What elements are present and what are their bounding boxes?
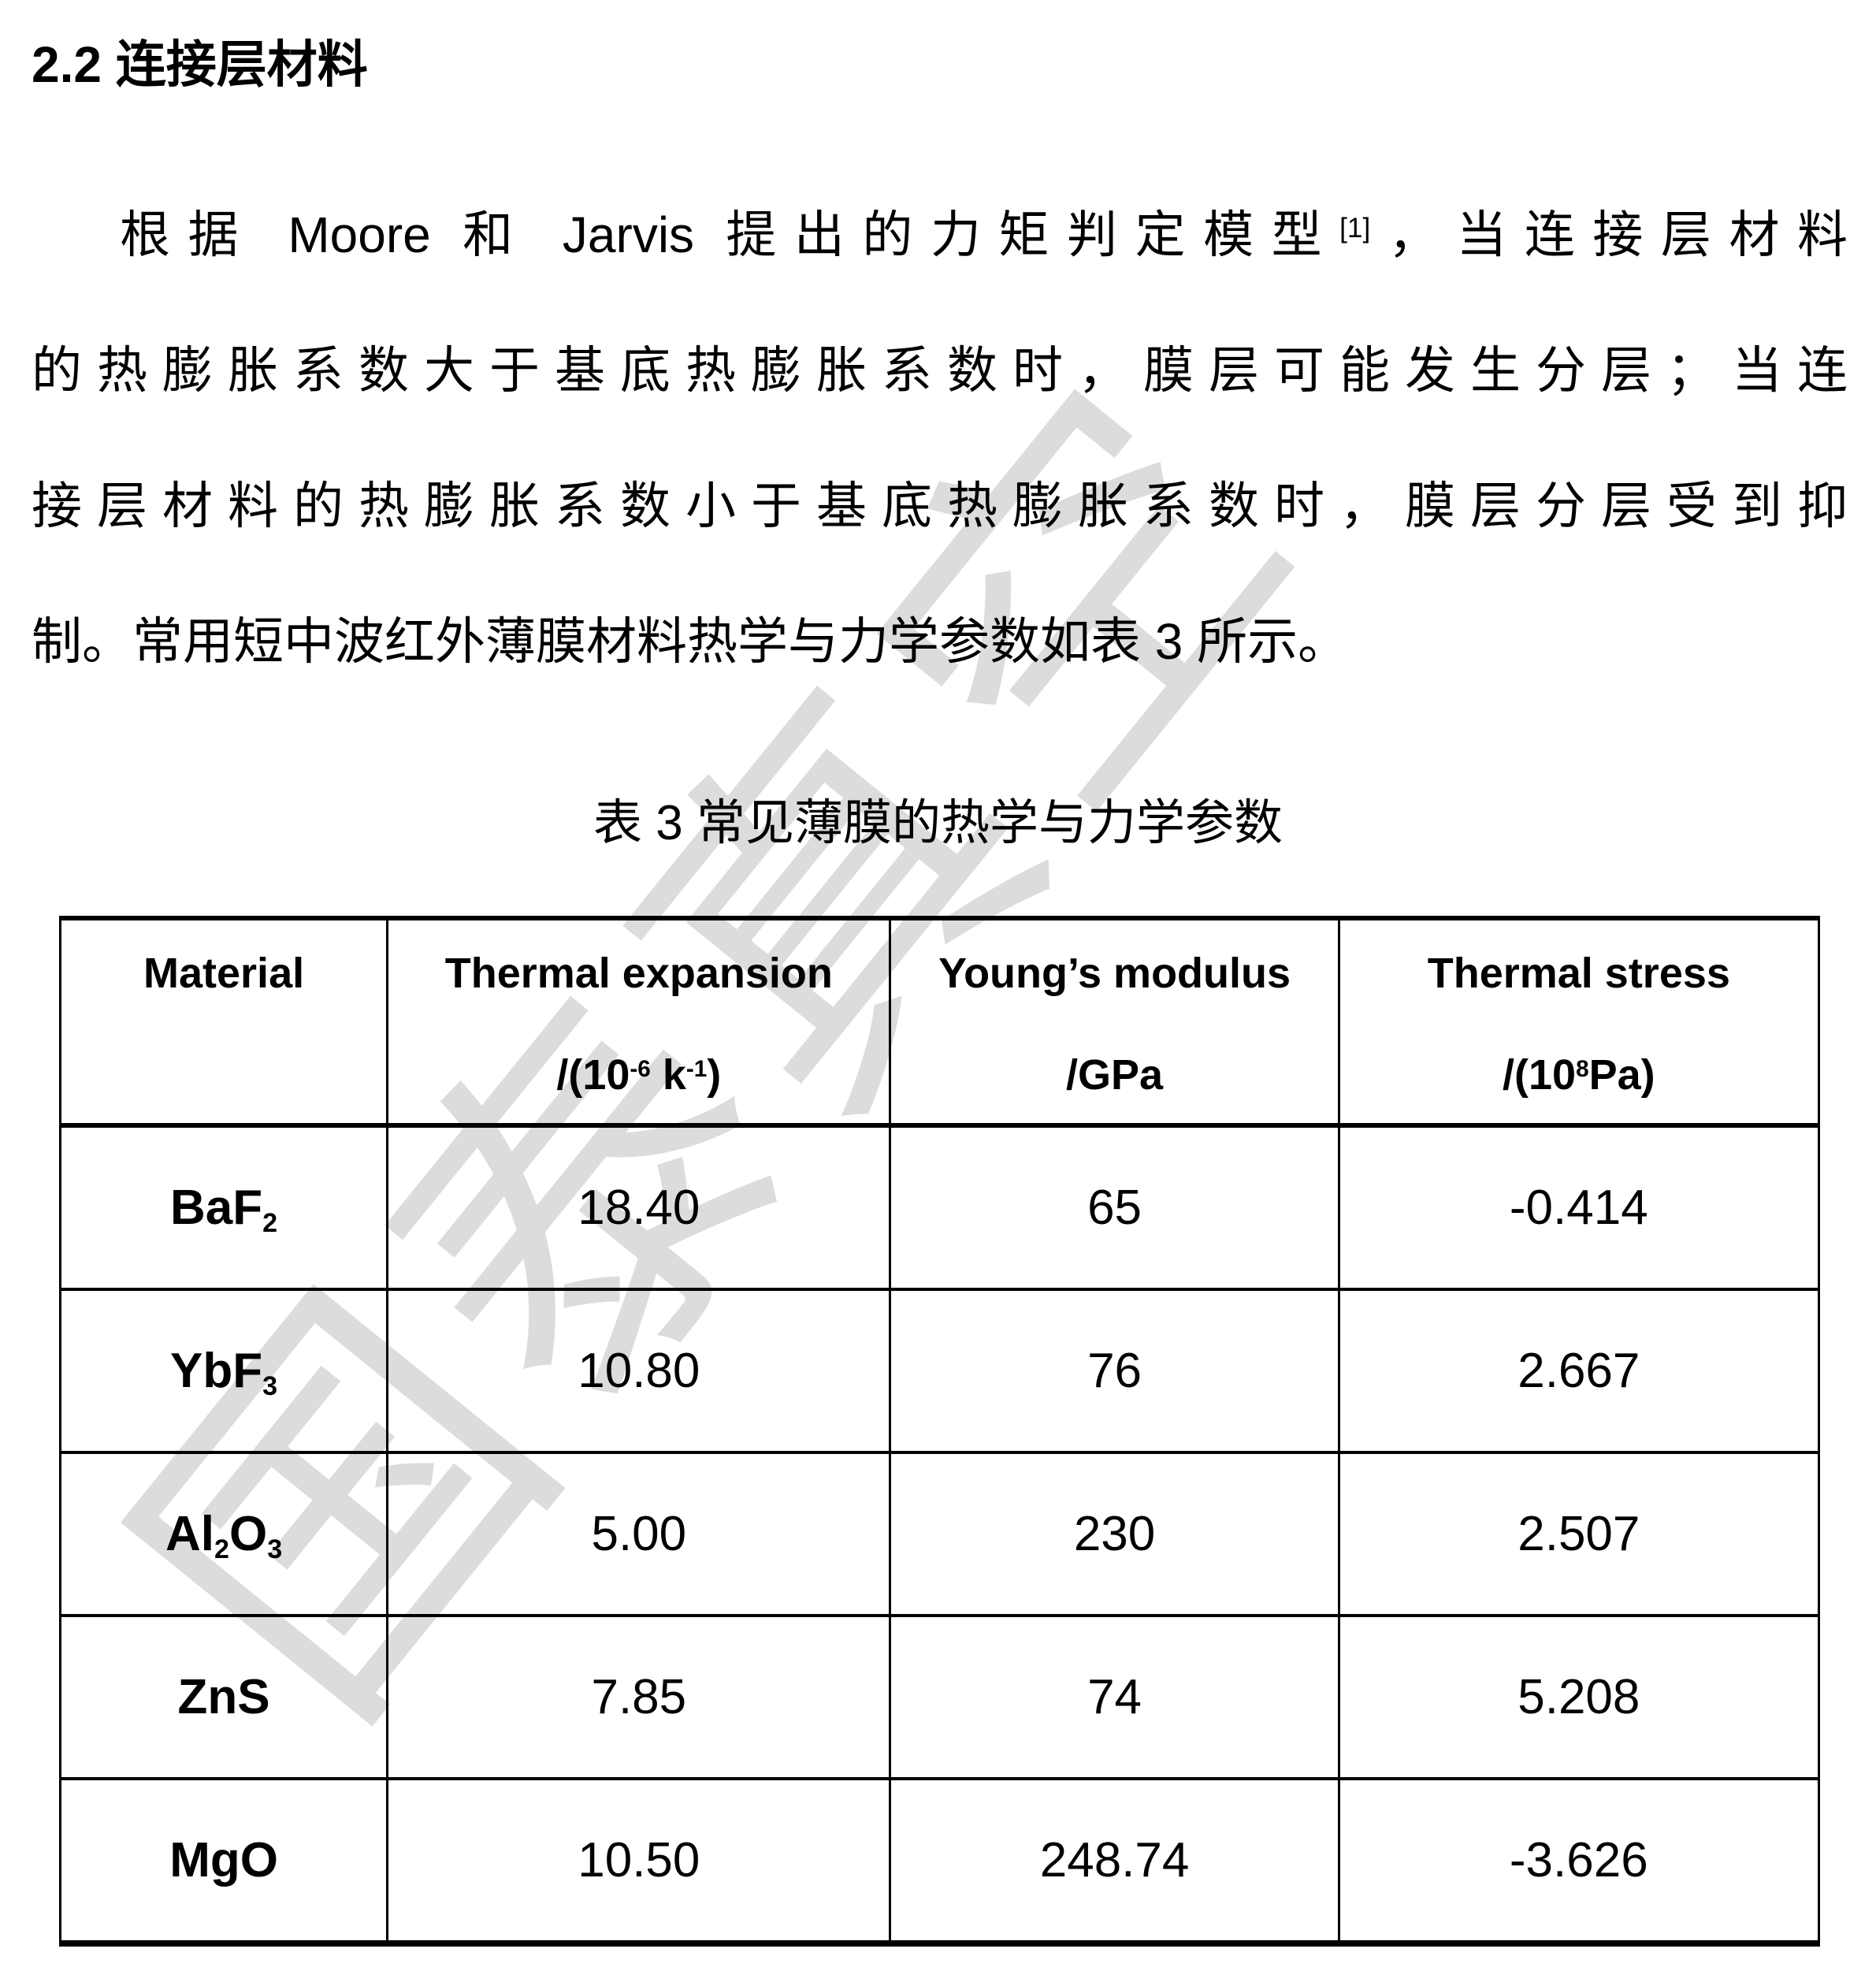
thermal-stress-value: -0.414 — [1337, 1124, 1821, 1291]
materials-parameters-table: Material Thermal expansion /(10-6 k-1) Y… — [58, 916, 1821, 1947]
material-name-mgo: MgO — [58, 1777, 389, 1947]
header-thermal-expansion: Thermal expansion /(10-6 k-1) — [386, 916, 892, 1128]
header-thermal-stress: Thermal stress /(108Pa) — [1337, 916, 1821, 1128]
header-youngs-modulus: Young’s modulus /GPa — [889, 916, 1340, 1128]
header-youngs-modulus-label: Young’s modulus — [938, 950, 1291, 997]
header-thermal-expansion-label: Thermal expansion — [444, 950, 833, 997]
header-material-unit — [61, 1051, 386, 1099]
material-name-ybf3: YbF3 — [58, 1288, 389, 1454]
paragraph-line-1: 根据 Moore 和 Jarvis 提出的力矩判定模型[1]，当连接层材料 — [32, 167, 1848, 303]
header-thermal-stress-unit: /(108Pa) — [1503, 1051, 1655, 1099]
youngs-modulus-value: 76 — [889, 1288, 1340, 1454]
youngs-modulus-value: 65 — [889, 1124, 1340, 1291]
youngs-modulus-value: 230 — [889, 1451, 1340, 1617]
paragraph-line-4: 制。常用短中波红外薄膜材料热学与力学参数如表 3 所示。 — [32, 613, 1349, 670]
thermal-stress-value: -3.626 — [1337, 1777, 1821, 1947]
thermal-stress-value: 5.208 — [1337, 1614, 1821, 1780]
thermal-expansion-value: 18.40 — [386, 1124, 892, 1291]
paragraph-line-1-text: 根据 Moore 和 Jarvis 提出的力矩判定模型 — [120, 206, 1340, 263]
youngs-modulus-value: 74 — [889, 1614, 1340, 1780]
paragraph-line-3: 接层材料的热膨胀系数小于基底热膨胀系数时，膜层分层受到抑 — [32, 478, 1848, 534]
table-row: MgO 10.50 248.74 -3.626 — [58, 1777, 1821, 1947]
thermal-expansion-value: 10.50 — [386, 1777, 892, 1947]
citation-marker: [1] — [1339, 212, 1371, 244]
header-thermal-expansion-unit: /(10-6 k-1) — [556, 1051, 722, 1099]
paragraph-line-1-tail: ，当连接层材料 — [1370, 206, 1848, 263]
material-name-baf2: BaF2 — [58, 1124, 389, 1291]
header-youngs-modulus-unit: /GPa — [1066, 1051, 1164, 1099]
table-row: BaF2 18.40 65 -0.414 — [58, 1124, 1821, 1291]
header-material-label: Material — [143, 950, 305, 997]
table-row: YbF3 10.80 76 2.667 — [58, 1288, 1821, 1454]
thermal-expansion-value: 7.85 — [386, 1614, 892, 1780]
thermal-expansion-value: 5.00 — [386, 1451, 892, 1617]
thermal-stress-value: 2.667 — [1337, 1288, 1821, 1454]
section-heading: 2.2 连接层材料 — [32, 36, 368, 93]
material-name-zns: ZnS — [58, 1614, 389, 1780]
header-thermal-stress-label: Thermal stress — [1427, 950, 1730, 997]
table-row: ZnS 7.85 74 5.208 — [58, 1614, 1821, 1780]
document-page: 2.2 连接层材料 根据 Moore 和 Jarvis 提出的力矩判定模型[1]… — [0, 33, 1876, 1947]
thermal-stress-value: 2.507 — [1337, 1451, 1821, 1617]
header-material: Material — [58, 916, 389, 1128]
material-name-al2o3: Al2O3 — [58, 1451, 389, 1617]
youngs-modulus-value: 248.74 — [889, 1777, 1340, 1947]
thermal-expansion-value: 10.80 — [386, 1288, 892, 1454]
table-header-row: Material Thermal expansion /(10-6 k-1) Y… — [58, 916, 1821, 1128]
table-caption: 表 3 常见薄膜的热学与力学参数 — [593, 796, 1283, 850]
paragraph-line-2: 的热膨胀系数大于基底热膨胀系数时，膜层可能发生分层；当连 — [32, 342, 1848, 399]
table-row: Al2O3 5.00 230 2.507 — [58, 1451, 1821, 1617]
body-paragraph: 根据 Moore 和 Jarvis 提出的力矩判定模型[1]，当连接层材料 的热… — [32, 167, 1848, 709]
